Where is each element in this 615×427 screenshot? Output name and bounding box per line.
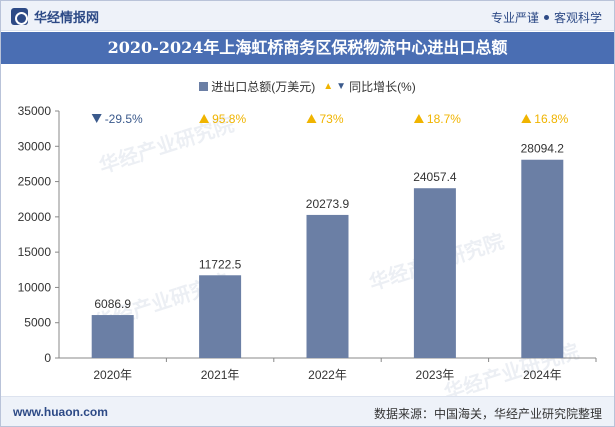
growth-down-triangle-icon <box>91 114 102 123</box>
legend-item-growth: ▲ ▼ 同比增长(%) <box>323 78 415 95</box>
bar-value-label: 28094.2 <box>521 142 565 156</box>
y-tick-label: 20000 <box>18 210 52 224</box>
y-tick-label: 35000 <box>18 104 52 118</box>
bar <box>199 275 242 358</box>
bullet-dot-icon <box>543 15 549 20</box>
x-tick-label: 2020年 <box>93 368 132 382</box>
y-tick-label: 30000 <box>18 139 52 153</box>
bar <box>413 188 456 358</box>
slogan-right: 客观科学 <box>553 11 602 25</box>
growth-up-triangle-icon <box>199 114 210 123</box>
growth-label: 73% <box>320 112 344 126</box>
growth-label: -29.5% <box>105 112 143 126</box>
y-tick-label: 0 <box>44 351 51 365</box>
y-tick-label: 25000 <box>18 175 52 189</box>
bar <box>306 214 349 358</box>
brand-name: 华经情报网 <box>34 9 100 25</box>
y-tick-label: 10000 <box>18 280 52 294</box>
footer: www.huaon.com 数据来源：中国海关，华经产业研究院整理 <box>1 396 614 426</box>
slogan-left: 专业严谨 <box>490 11 539 25</box>
bar-value-label: 24057.4 <box>413 170 457 184</box>
growth-label: 16.8% <box>534 112 568 126</box>
triangle-down-icon: ▼ <box>336 80 347 92</box>
footer-source: 数据来源：中国海关，华经产业研究院整理 <box>373 407 602 421</box>
bar-value-label: 6086.9 <box>94 297 131 311</box>
growth-up-triangle-icon <box>413 114 424 123</box>
legend-bar-swatch-icon <box>199 81 209 91</box>
growth-up-triangle-icon <box>521 114 532 123</box>
slogan: 专业严谨 客观科学 <box>491 9 602 26</box>
brand: 华经情报网 <box>11 7 99 25</box>
bar <box>521 159 564 358</box>
bar <box>91 315 134 358</box>
growth-label: 18.7% <box>427 112 461 126</box>
bar-value-label: 11722.5 <box>199 257 242 271</box>
x-tick-label: 2021年 <box>201 368 240 382</box>
bar-chart: 0 5000 10000 15000 20000 25000 30000 35000 6086.… <box>18 104 597 382</box>
chart-legend: 进出口总额(万美元) ▲ ▼ 同比增长(%) <box>1 77 614 95</box>
top-bar: 华经情报网 专业严谨 客观科学 <box>1 1 614 31</box>
x-tick-label: 2022年 <box>308 368 347 382</box>
growth-label: 95.8% <box>212 112 246 126</box>
chart-title: 2020-2024年上海虹桥商务区保税物流中心进出口总额 <box>1 32 614 64</box>
legend-label-growth: 同比增长(%) <box>349 79 416 94</box>
footer-site-link[interactable]: www.huaon.com <box>13 405 108 419</box>
growth-up-triangle-icon <box>306 114 317 123</box>
y-tick-label: 15000 <box>18 245 52 259</box>
legend-item-total: 进出口总额(万美元) <box>199 78 315 95</box>
triangle-up-icon: ▲ <box>323 80 334 92</box>
bar-value-label: 20273.9 <box>306 197 350 211</box>
brand-logo-icon <box>11 7 28 25</box>
legend-label-total: 进出口总额(万美元) <box>211 79 316 94</box>
x-tick-label: 2024年 <box>523 368 562 382</box>
x-tick-label: 2023年 <box>416 368 455 382</box>
y-tick-label: 5000 <box>24 316 51 330</box>
